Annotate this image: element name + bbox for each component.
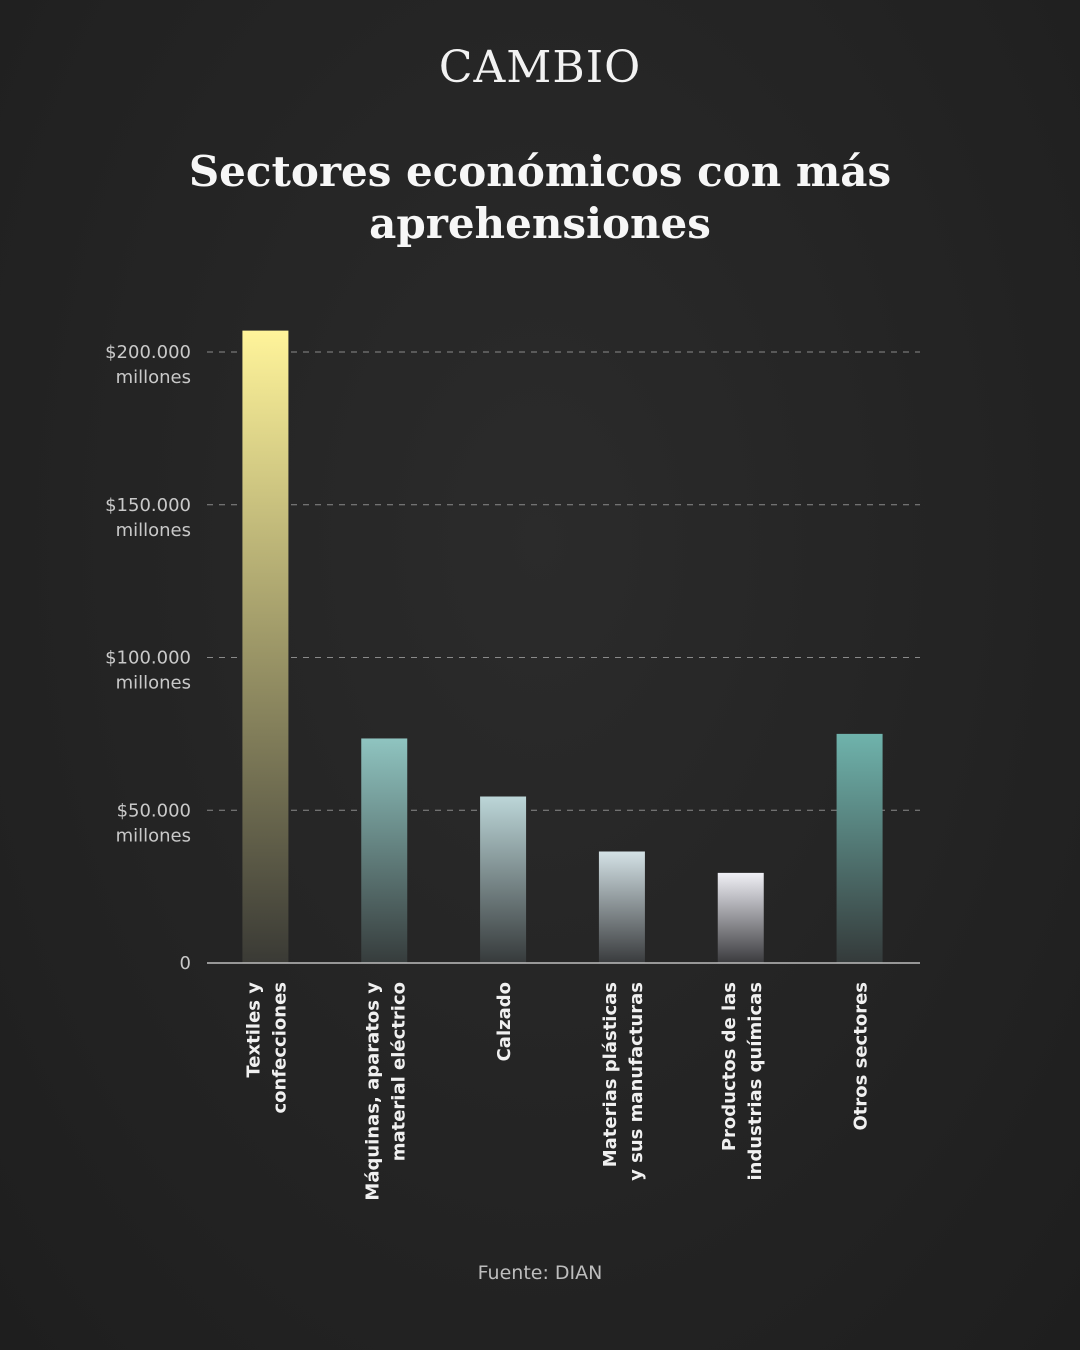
bar: [242, 330, 289, 963]
y-tick-label: $200.000 millones: [105, 342, 191, 388]
brand-logo: CAMBIO: [438, 42, 642, 93]
x-category-label: Máquinas, aparatos y material eléctrico: [362, 982, 409, 1201]
x-category-label: Textiles y confecciones: [243, 982, 290, 1114]
y-axis: 0 $50.000 millones $100.000 millones $150.000…: [105, 342, 191, 974]
x-category-label: Calzado: [494, 982, 515, 1061]
grid-lines: [207, 351, 920, 811]
y-tick-label: 0: [180, 953, 191, 974]
x-category-label: Otros sectores: [851, 982, 872, 1131]
bar: [836, 733, 883, 963]
y-tick-label: $50.000 millones: [116, 800, 191, 846]
y-tick-label: $100.000 millones: [105, 648, 191, 694]
bar: [361, 738, 408, 963]
x-axis: Textiles y confecciones Máquinas, aparatos…: [207, 962, 920, 1201]
x-category-label: Materias plásticas y sus manufacturas: [600, 982, 647, 1181]
chart-title: Sectores económicos con más aprehensione…: [188, 147, 892, 248]
source-note: Fuente: DIAN: [477, 1262, 603, 1284]
bar-chart: 0 $50.000 millones $100.000 millones $150.000…: [105, 330, 920, 1201]
y-tick-label: $150.000 millones: [105, 495, 191, 541]
x-category-label: Productos de las industrias químicas: [719, 982, 766, 1181]
bar: [480, 796, 527, 963]
bar: [717, 872, 764, 963]
bars: [242, 330, 883, 963]
bar: [598, 851, 645, 963]
